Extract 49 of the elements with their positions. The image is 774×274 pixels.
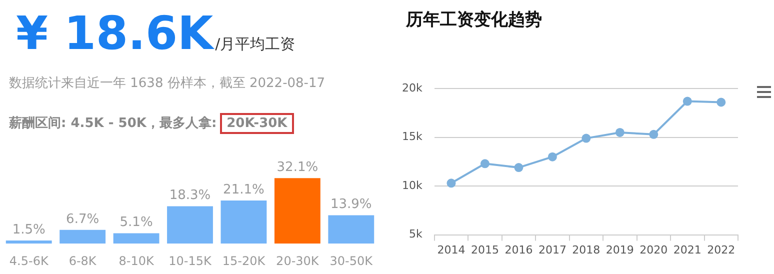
data-label: 18.3% xyxy=(169,188,211,204)
x-tick-label: 4.5-6K xyxy=(9,254,50,268)
bar xyxy=(220,200,267,244)
x-tick-label: 8-10K xyxy=(118,254,155,268)
data-label: 21.1% xyxy=(223,182,264,198)
outlined-label: 20K-30K xyxy=(220,113,294,134)
point xyxy=(716,98,726,107)
x-tick-label: 2019 xyxy=(606,243,634,256)
bar xyxy=(113,233,160,244)
x-tick-label: 20-30K xyxy=(276,254,320,268)
x-tick-label: 2017 xyxy=(538,243,566,256)
x-tick-label: 2014 xyxy=(437,243,466,256)
text: /月平均工资 xyxy=(215,35,296,53)
x-tick-label: 2020 xyxy=(640,243,668,256)
bar xyxy=(167,206,213,244)
point xyxy=(582,134,591,143)
bar xyxy=(328,215,374,244)
data-label: 13.9% xyxy=(330,197,372,212)
bar xyxy=(6,240,52,244)
text: 数据统计来自近一年 1638 份样本，截至 2022-08-17 xyxy=(9,75,326,92)
text: 薪酬区间: 4.5K - 50K，最多人拿: xyxy=(9,116,217,131)
y-tick-label: 10k xyxy=(402,178,423,192)
point xyxy=(682,96,692,106)
y-tick-label: 5k xyxy=(408,228,423,241)
bar xyxy=(60,230,106,244)
x-tick-label: 2015 xyxy=(470,243,499,256)
bar xyxy=(274,178,320,244)
point xyxy=(615,128,624,137)
point xyxy=(446,178,456,188)
data-label: 5.1% xyxy=(120,215,153,230)
data-label: 1.5% xyxy=(12,222,46,238)
x-tick-label: 10-15K xyxy=(168,254,212,268)
x-tick-label: 30-50K xyxy=(330,254,374,268)
x-tick-label: 2016 xyxy=(504,243,533,256)
data-label: 6.7% xyxy=(66,212,100,227)
x-tick-label: 6-8K xyxy=(68,254,98,268)
x-tick-label: 15-20K xyxy=(222,254,266,268)
point xyxy=(514,163,524,172)
point xyxy=(480,159,490,168)
text: ¥ 18.6K xyxy=(16,6,214,60)
x-tick-label: 2021 xyxy=(673,243,702,256)
point xyxy=(649,130,658,139)
chart-title: 历年工资变化趋势 xyxy=(406,9,542,31)
x-tick-label: 2022 xyxy=(707,243,736,256)
y-tick-label: 20k xyxy=(402,81,423,94)
x-tick-label: 2018 xyxy=(572,243,600,256)
point xyxy=(548,152,557,162)
data-label: 32.1% xyxy=(276,160,318,175)
y-tick-label: 15k xyxy=(402,130,423,144)
